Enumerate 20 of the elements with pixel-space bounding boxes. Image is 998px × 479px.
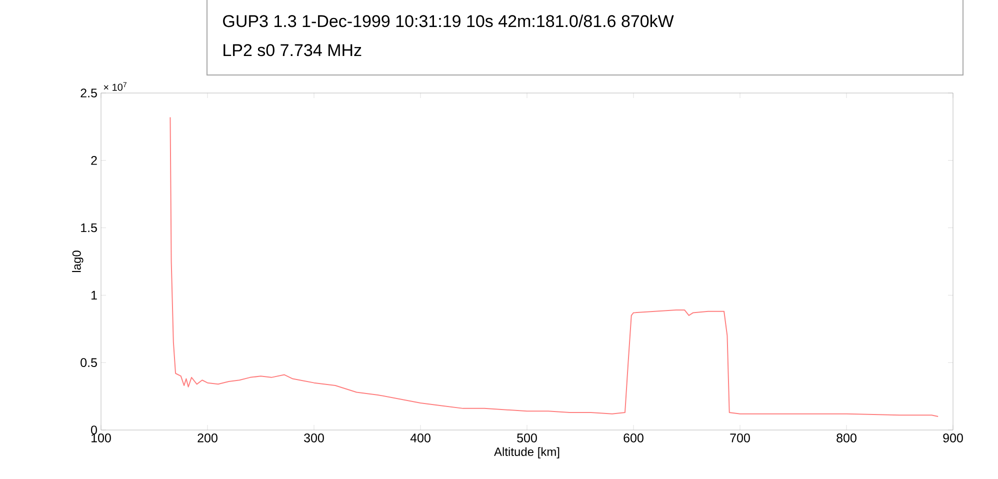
x-tick-label: 500: [517, 434, 537, 442]
x-tick-label: 100: [92, 434, 111, 442]
x-tick-label: 800: [836, 434, 856, 442]
y-tick-label: 0.5: [80, 358, 97, 368]
y-tick-label: 0: [91, 426, 97, 434]
y-tick-label: 2: [91, 156, 97, 165]
y-tick-label: 2.5: [80, 88, 97, 98]
x-tick-label: 600: [624, 434, 644, 442]
x-tick-label: 900: [943, 434, 963, 442]
x-axis-title: Altitude [km]: [494, 447, 560, 458]
y-tick-label: 1: [91, 290, 97, 300]
text: × 10$^{7}$: [104, 82, 126, 91]
chart-title: GUP3 1.3 1-Dec-1999 10:31:19 10s 42m:181.0/81.6 870kW: [223, 14, 674, 28]
x-tick-label: 700: [730, 434, 750, 442]
x-tick-label: 200: [198, 434, 218, 442]
x-tick-label: 400: [410, 434, 430, 442]
y-axis-title: lag0: [72, 250, 84, 272]
chart-subtitle: LP2 s0 7.734 MHz: [224, 44, 362, 56]
y-tick-label: 1.5: [81, 223, 97, 232]
x-tick-label: 300: [304, 434, 324, 442]
